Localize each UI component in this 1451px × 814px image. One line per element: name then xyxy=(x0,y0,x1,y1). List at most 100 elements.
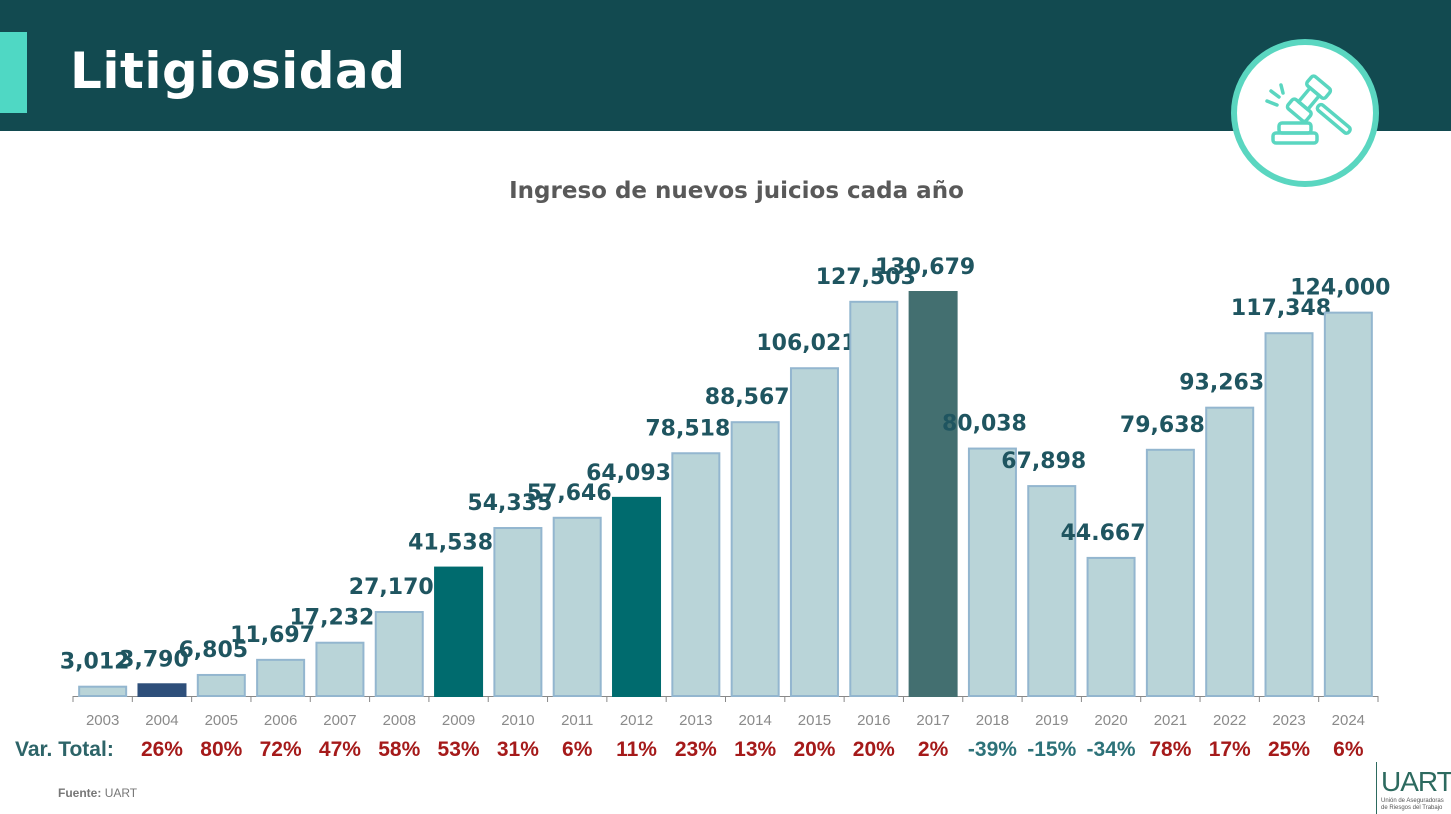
data-label-2004: 3,790 xyxy=(119,647,189,672)
bar-2003 xyxy=(78,685,128,698)
var-total-value: 31% xyxy=(496,738,539,761)
data-label-2014: 88,567 xyxy=(705,385,790,410)
x-tick-label: 2021 xyxy=(1154,712,1187,729)
var-total-label: Var. Total: xyxy=(15,738,114,761)
data-label-2009: 41,538 xyxy=(408,531,493,556)
var-total-value: 13% xyxy=(734,738,777,761)
data-label-2003: 3,012 xyxy=(60,650,130,675)
x-tick-label: 2014 xyxy=(738,712,771,729)
data-label-2022: 93,263 xyxy=(1179,371,1264,396)
data-label-2007: 17,232 xyxy=(289,606,374,631)
x-tick-label: 2024 xyxy=(1332,712,1365,729)
bar-2007 xyxy=(315,641,365,698)
data-label-2010: 54,335 xyxy=(467,491,552,516)
var-total-value: 17% xyxy=(1208,738,1251,761)
x-tick-label: 2004 xyxy=(145,712,178,729)
source-note: Fuente: UART xyxy=(58,786,137,800)
bar-2006 xyxy=(256,658,306,697)
var-total-value: 6% xyxy=(1333,738,1364,761)
bar-2009 xyxy=(434,566,484,698)
x-tick-label: 2023 xyxy=(1272,712,1305,729)
x-tick-label: 2020 xyxy=(1094,712,1127,729)
var-total-value: 80% xyxy=(200,738,243,761)
x-tick-label: 2010 xyxy=(501,712,534,729)
page-title: Litigiosidad xyxy=(70,42,406,100)
bar-2010 xyxy=(493,527,543,698)
source-value: UART xyxy=(104,786,138,800)
x-tick-label: 2013 xyxy=(679,712,712,729)
data-label-2011: 57,646 xyxy=(527,481,612,506)
bar-2020 xyxy=(1086,556,1136,698)
bar-2004 xyxy=(137,683,187,697)
x-tick-label: 2019 xyxy=(1035,712,1068,729)
data-label-2021: 79,638 xyxy=(1120,413,1205,438)
logo-subtitle: Unión de Aseguradoras de Riesgos del Tra… xyxy=(1381,798,1444,811)
x-tick-label: 2008 xyxy=(383,712,416,729)
accent-stripe xyxy=(0,32,27,113)
x-tick-label: 2015 xyxy=(798,712,831,729)
var-total-value: 25% xyxy=(1268,738,1311,761)
x-tick-label: 2017 xyxy=(916,712,949,729)
bar-2014 xyxy=(730,421,780,697)
data-label-2019: 67,898 xyxy=(1001,449,1086,474)
var-total-value: 78% xyxy=(1149,738,1192,761)
bar-2023 xyxy=(1264,332,1314,697)
var-total-value: 6% xyxy=(562,738,593,761)
x-tick-label: 2007 xyxy=(323,712,356,729)
bar-2008 xyxy=(374,611,424,698)
var-total-value: -15% xyxy=(1027,738,1077,761)
bar-2013 xyxy=(671,452,721,698)
gavel-icon xyxy=(1265,74,1352,145)
bar-2005 xyxy=(196,673,246,697)
x-tick-label: 2009 xyxy=(442,712,475,729)
var-total-value: 53% xyxy=(437,738,480,761)
var-total-value: 58% xyxy=(378,738,421,761)
data-label-2015: 106,021 xyxy=(756,331,856,356)
x-tick-label: 2012 xyxy=(620,712,653,729)
var-total-value: 20% xyxy=(793,738,836,761)
data-label-2012: 64,093 xyxy=(586,461,671,486)
bar-2011 xyxy=(552,516,602,697)
logo-text: UART xyxy=(1381,766,1451,797)
data-label-2020: 44.667 xyxy=(1061,521,1146,546)
data-label-2006: 11,697 xyxy=(230,623,315,648)
x-tick-label: 2011 xyxy=(561,712,593,729)
bar-2019 xyxy=(1027,485,1077,697)
bar-2021 xyxy=(1145,448,1195,697)
data-label-2005: 6,805 xyxy=(178,638,248,663)
bar-2022 xyxy=(1205,406,1255,697)
gavel-badge xyxy=(1231,39,1379,187)
x-tick-label: 2018 xyxy=(976,712,1009,729)
x-tick-label: 2003 xyxy=(86,712,119,729)
var-total-value: 11% xyxy=(616,738,657,761)
var-total-value: -34% xyxy=(1086,738,1136,761)
data-label-2024: 124,000 xyxy=(1290,276,1390,301)
bar-2015 xyxy=(789,367,839,697)
var-total-value: 47% xyxy=(318,738,361,761)
x-tick-label: 2022 xyxy=(1213,712,1246,729)
var-total-value: 72% xyxy=(259,738,302,761)
chart-title: Ingreso de nuevos juicios cada año xyxy=(509,178,964,204)
bar-2024 xyxy=(1323,311,1373,697)
bar-2017 xyxy=(908,291,958,697)
data-label-2017: 130,679 xyxy=(875,255,975,280)
var-total-value: 20% xyxy=(852,738,895,761)
data-label-2013: 78,518 xyxy=(645,416,730,441)
data-label-2008: 27,170 xyxy=(349,575,434,600)
data-label-2023: 117,348 xyxy=(1231,296,1331,321)
data-label-2016: 127,503 xyxy=(816,265,916,290)
x-tick-label: 2016 xyxy=(857,712,890,729)
var-total-value: -39% xyxy=(967,738,1017,761)
data-label-2018: 80,038 xyxy=(942,412,1027,437)
source-label: Fuente: xyxy=(58,786,102,800)
bar-2012 xyxy=(612,496,662,697)
x-tick-label: 2005 xyxy=(205,712,238,729)
uart-logo: UART Unión de Aseguradoras de Riesgos de… xyxy=(1376,762,1451,814)
bar-2018 xyxy=(967,447,1017,697)
bar-2016 xyxy=(849,300,899,697)
x-tick-label: 2006 xyxy=(264,712,297,729)
header-bar: Litigiosidad xyxy=(0,0,1451,131)
var-total-value: 23% xyxy=(674,738,717,761)
var-total-value: 26% xyxy=(140,738,183,761)
